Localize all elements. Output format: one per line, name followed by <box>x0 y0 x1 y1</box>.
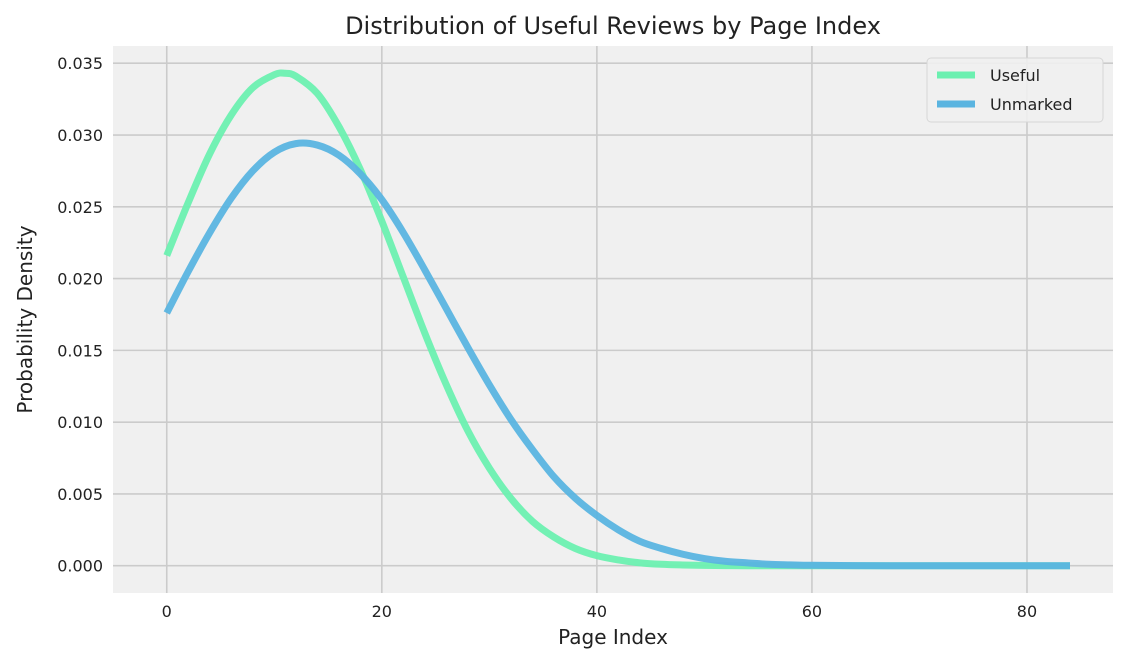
y-tick-label: 0.000 <box>57 557 103 576</box>
y-tick-label: 0.015 <box>57 341 103 360</box>
grid <box>113 46 1113 593</box>
y-axis-title: Probability Density <box>13 225 37 413</box>
x-tick-label: 60 <box>802 602 822 621</box>
legend-label: Useful <box>990 66 1040 85</box>
y-tick-label: 0.030 <box>57 126 103 145</box>
legend-item-unmarked: Unmarked <box>937 95 1073 114</box>
y-tick-label: 0.035 <box>57 54 103 73</box>
y-tick-label: 0.010 <box>57 413 103 432</box>
x-tick-labels: 0 20 40 60 80 <box>162 602 1037 621</box>
series-lines <box>163 69 1070 570</box>
x-tick-label: 80 <box>1017 602 1037 621</box>
series-line-unmarked <box>163 139 1070 570</box>
y-tick-labels: 0.000 0.005 0.010 0.015 0.020 0.025 0.030 0.035 <box>57 54 103 575</box>
y-tick-label: 0.025 <box>57 198 103 217</box>
y-tick-label: 0.020 <box>57 270 103 289</box>
plot-area <box>113 46 1113 593</box>
y-tick-label: 0.005 <box>57 485 103 504</box>
legend: Useful Unmarked <box>926 57 1104 123</box>
x-tick-label: 20 <box>372 602 392 621</box>
x-tick-label: 40 <box>587 602 607 621</box>
chart-title: Distribution of Useful Reviews by Page I… <box>345 12 881 40</box>
legend-label: Unmarked <box>990 95 1073 114</box>
x-tick-label: 0 <box>162 602 172 621</box>
legend-item-useful: Useful <box>937 66 1040 85</box>
x-axis-title: Page Index <box>558 625 668 649</box>
